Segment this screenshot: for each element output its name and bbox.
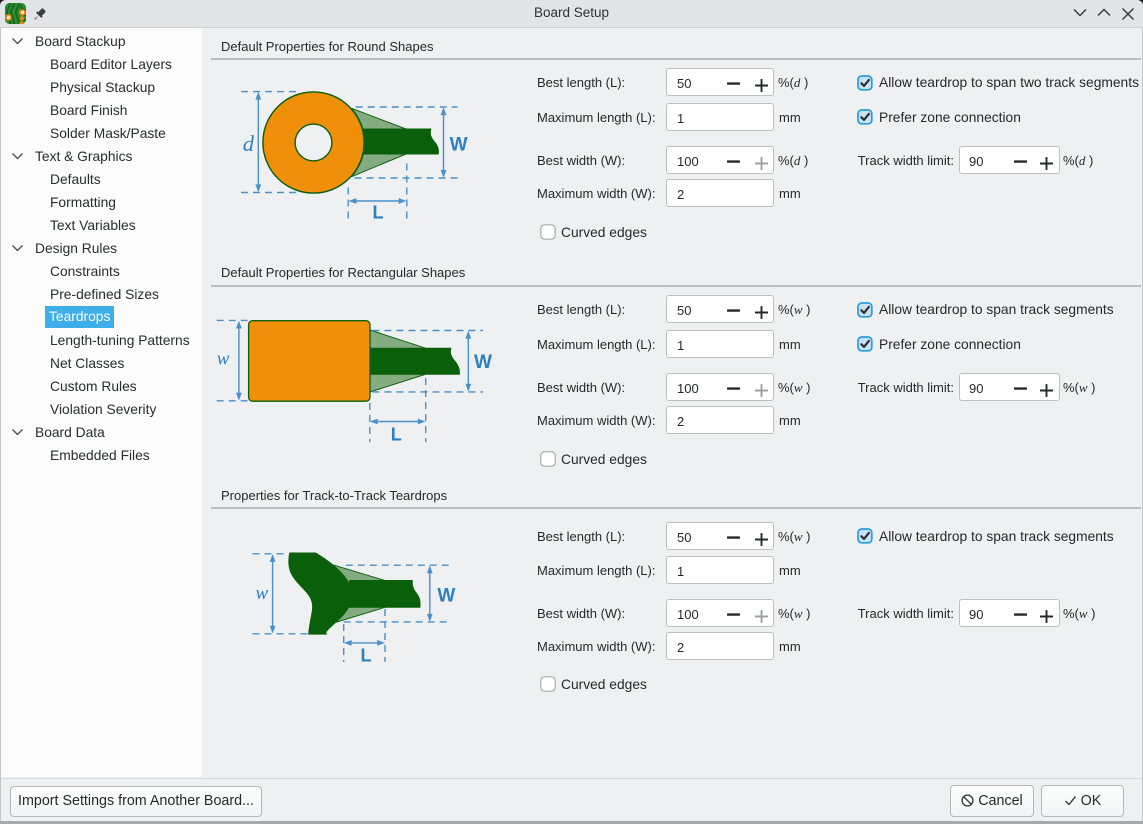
svg-text:d: d — [243, 131, 255, 156]
svg-text:W: W — [450, 135, 468, 156]
svg-text:w: w — [217, 349, 230, 370]
svg-text:W: W — [474, 352, 492, 373]
svg-text:W: W — [437, 586, 455, 607]
svg-text:w: w — [256, 583, 269, 604]
svg-text:L: L — [391, 425, 402, 445]
svg-text:L: L — [373, 203, 384, 223]
svg-text:L: L — [361, 646, 372, 666]
